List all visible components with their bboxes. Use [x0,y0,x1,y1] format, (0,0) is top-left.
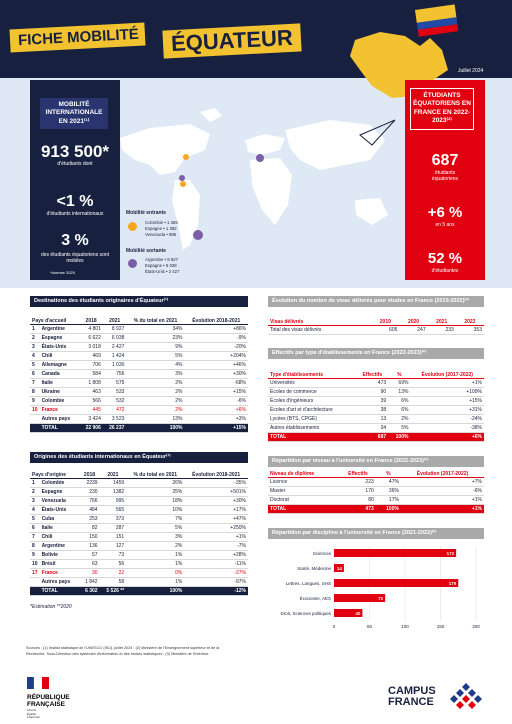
stat-fr-students-label: étudiants équatoriens [431,170,459,183]
mob-in-title: Mobilité entrante [126,210,167,216]
table-row: 10 Brésil 63 56 1% -11% [30,559,248,569]
table-row: 6 Canada 584 756 3% +30% [30,369,248,379]
table-row: Doctorat 80 17% +1% [268,495,484,505]
table-row: 3 Venezuela 766 995 18% +30% [30,496,248,506]
sources-text: Sources : (1) Institut statistique de l'… [26,646,220,656]
visas-table: Visas délivrés 2019 2020 2021 2022 Total des… [268,316,484,335]
table-row: 1 Colombie 2239 1459 26% -35% [30,478,248,488]
table-row: Universités 473 69% +1% [268,378,484,388]
category-label: Droit, Sciences politiques [280,611,331,616]
bar-value-label: 72 [378,596,384,601]
table-row: Autres pays 3 424 3 523 13% +3% [30,414,248,424]
publication-date: Juillet 2024 [458,68,484,74]
category-label: Santé, Médecine [297,566,331,571]
table-row: 4 Chili 469 1 424 5% +204% [30,351,248,361]
dest-table: Pays d'accueil 2018 2021 % du total en 20… [30,308,248,433]
niveau-table: Niveau de diplôme Effectifs% Évolution (20… [268,468,484,514]
orig-footnote: *Estimation **2020 [30,604,72,610]
table-row: TOTAL 6 302 5 526 ** 100% -12% [30,586,248,596]
bar-value-label: 14 [337,566,343,571]
table-row: 9 Bolivie 57 73 1% +28% [30,550,248,560]
bar [334,549,457,557]
mob-out-list: Argentine • 8 927 Espagne • 6 038 États-Un… [145,257,180,274]
discipline-chart: 0 50 100 150 200 Sciences 172 Santé, Médecine 14… [280,546,480,629]
table-row: 2 Espagne 230 1382 25% +501% [30,487,248,497]
bar [334,594,386,602]
stat-mobile-label: des étudiants équatoriens sont mobiles [40,252,110,265]
table-row: 7 Chili 150 151 3% +1% [30,532,248,542]
category-label: Économie, AES [300,595,331,601]
orig-table: Pays d'origine 2018 2021 % du total en 20… [30,462,248,596]
table-row: TOTAL 473 100% +1% [268,504,484,514]
table-row: Écoles de commerce 90 13% +109% [268,387,484,397]
stat-fr-growth-value: +6 % [427,204,463,221]
table-row: 1 Argentine 4 801 8 927 34% +86% [30,324,248,334]
stat-fr-women-label: d'étudiantes [431,268,459,274]
table-row: Master 170 36% -6% [268,486,484,496]
stat-mobile-value: 3 % [61,232,89,249]
x-tick-label: 0 [333,624,336,629]
bar-value-label: 40 [355,611,361,616]
mob-in-dot [128,222,137,231]
x-tick-label: 150 [437,624,445,629]
stat-international-value: <1 % [56,193,94,210]
table-row: 2 Espagne 6 622 6 038 23% -9% [30,333,248,343]
campus-france-logo: CAMPUS FRANCE [388,685,436,708]
table-row: 6 Italie 82 287 5% +250% [30,523,248,533]
mob-out-title: Mobilité sortante [126,248,167,254]
stat-fr-growth-label: en 5 ans [435,222,455,228]
table-row: TOTAL 22 906 26 237 100% +15% [30,423,248,433]
table-row: 8 Argentine 136 127 2% -7% [30,541,248,551]
stat-fr-women-value: 52 % [427,250,463,267]
niveau-title: Répartition par niveau à l'université en… [268,456,484,468]
bar [334,609,363,617]
bar [334,579,459,587]
x-tick-label: 50 [367,624,373,629]
stat-mobile-note: *donnée 2020 [50,270,75,275]
x-tick-label: 100 [401,624,409,629]
orig-title: Origines des étudiants internationaux en… [30,452,248,464]
table-row: Écoles d'ingénieurs 39 6% +15% [268,396,484,406]
mob-in-list: Colombie • 1 459 Espagne • 1 382 Venezuela… [145,220,178,237]
visas-title: Évolution du nombre de visas délivrés po… [268,296,484,308]
stat-international-label: d'étudiants internationaux [46,211,104,217]
campus-france-diamond-icon [450,683,482,709]
stat-students-label: d'étudiants dont [57,161,93,167]
table-row: 17 France 30 22 0% -27% [30,568,248,578]
stat-students-value: 913 500* [40,142,110,161]
stat-fr-students-value: 687 [431,152,459,169]
table-row: Licence 223 47% +7% [268,477,484,487]
chart-title: Répartition par discipline à l'universit… [268,528,484,540]
table-row: Autres établissements 34 5% -38% [268,423,484,433]
table-row: 5 Allemagne 706 1 030 4% +46% [30,360,248,370]
bar-value-label: 175 [449,581,457,586]
table-row: TOTAL 687 100% +6% [268,432,484,442]
table-row: Lycées (BTS, CPGE) 13 2% -24% [268,414,484,424]
etab-table: Type d'établissements Effectifs% Évolution… [268,362,484,442]
header-banner: FICHE MOBILITÉ ÉQUATEUR Juillet 2024 MOB… [0,0,512,288]
republique-francaise-logo: RÉPUBLIQUE FRANÇAISE Liberté Égalité Fra… [27,676,70,720]
mob-out-dot [128,259,137,268]
etab-title: Effectifs par type d'établissements en F… [268,348,484,360]
table-row: Écoles d'art et d'architecture 38 6% +31% [268,405,484,415]
table-row: 9 Colombie 566 532 2% -6% [30,396,248,406]
table-row: 3 États-Unis 3 018 2 427 9% -20% [30,342,248,352]
category-label: Lettres, Langues, SHS [286,581,331,586]
bar [334,564,344,572]
table-row: 8 Ukraine 463 533 2% +15% [30,387,248,397]
category-label: Sciences [313,551,332,556]
marianne-icon [27,676,49,690]
dest-title: Destinations des étudiants originaires d… [30,296,248,308]
right-tag: ÉTUDIANTS ÉQUATORIENS EN FRANCE EN 2022-… [410,88,474,130]
table-row: 5 Cuba 253 373 7% +47% [30,514,248,524]
table-row: Autres pays 1 842 58 1% -97% [30,577,248,587]
x-tick-label: 200 [472,624,480,629]
left-tag: MOBILITÉ INTERNATIONALE EN 2021⁽¹⁾ [40,98,108,130]
table-row: 10 France 445 472 2% +6% [30,405,248,415]
bar-value-label: 172 [447,551,455,556]
table-row: 7 Italie 1 808 575 2% -68% [30,378,248,388]
table-row: 4 États-Unis 484 565 10% +17% [30,505,248,515]
